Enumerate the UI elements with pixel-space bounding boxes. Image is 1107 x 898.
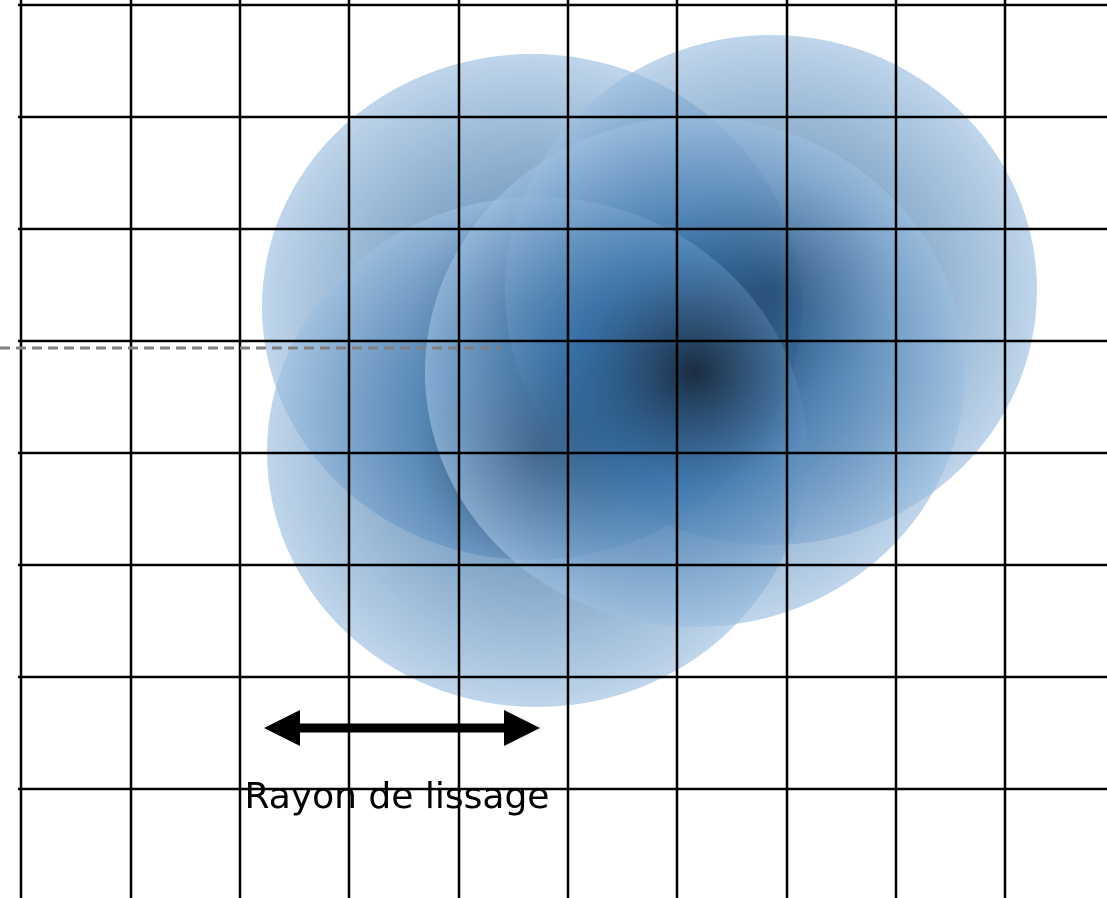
grid xyxy=(18,0,1107,898)
radius-label: Rayon de lissage xyxy=(245,776,550,817)
kernels xyxy=(262,35,1037,707)
kernel xyxy=(425,117,965,627)
